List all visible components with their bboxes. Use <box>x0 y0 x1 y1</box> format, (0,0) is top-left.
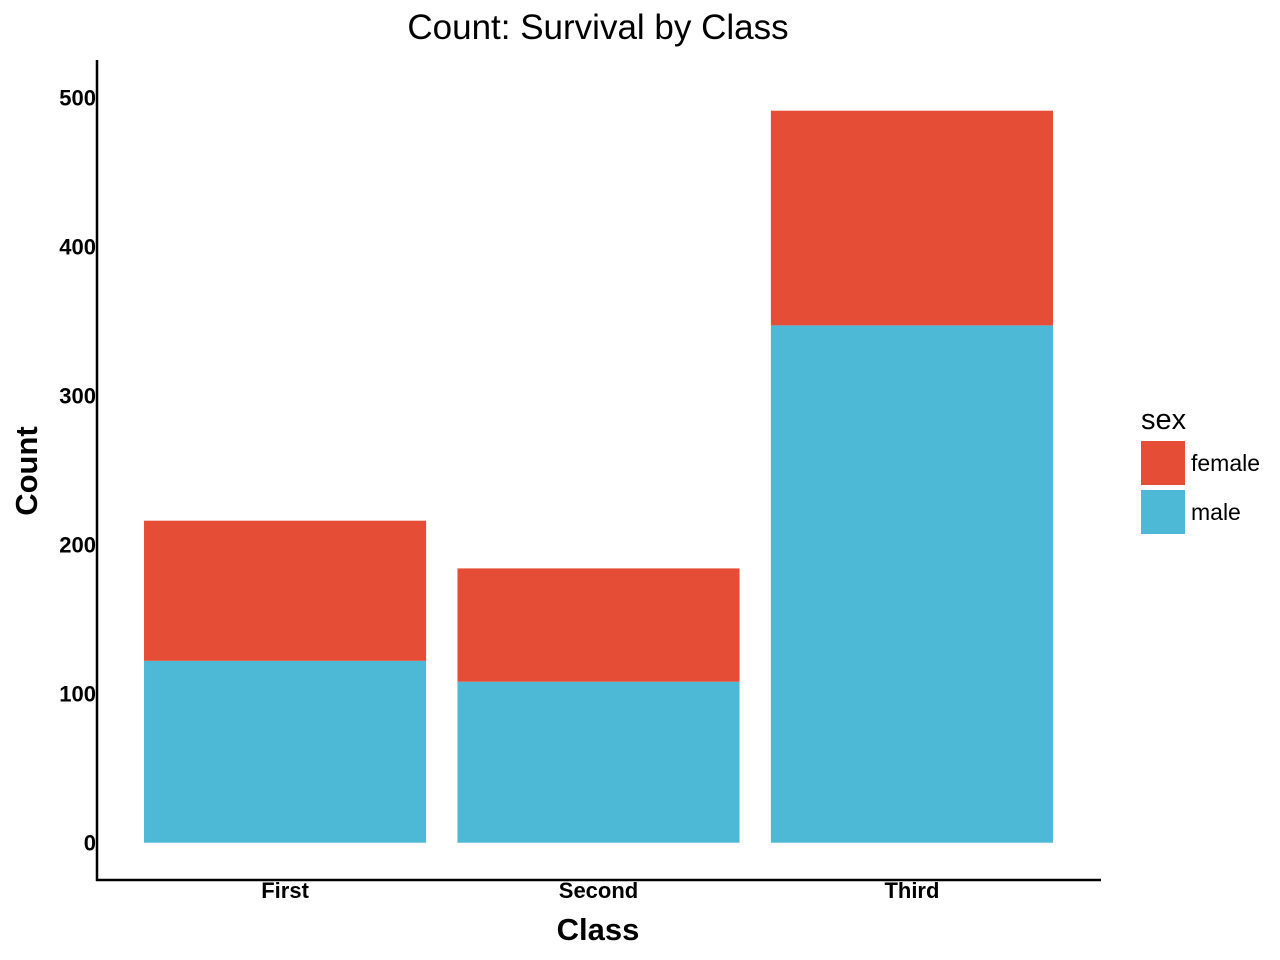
legend-items: female male <box>1141 441 1260 534</box>
y-tick-label-300: 300 <box>59 383 96 408</box>
bar-first-male <box>144 660 427 843</box>
bars <box>144 110 1053 843</box>
x-tick-labels: First Second Third <box>261 878 939 903</box>
legend-key-male <box>1141 490 1185 534</box>
x-tick-label-third: Third <box>884 878 939 903</box>
y-tick-label-500: 500 <box>59 85 96 110</box>
bar-first-female <box>144 520 427 661</box>
y-axis-title: Count <box>9 426 44 516</box>
y-tick-label-100: 100 <box>59 682 96 707</box>
legend-label-male: male <box>1191 499 1241 525</box>
legend-label-female: female <box>1191 450 1260 476</box>
chart-title: Count: Survival by Class <box>407 8 788 47</box>
legend: sex female male <box>1141 404 1260 534</box>
bar-third-female <box>770 110 1053 326</box>
legend-title: sex <box>1141 404 1187 436</box>
bar-third-male <box>770 325 1053 843</box>
y-tick-label-400: 400 <box>59 234 96 259</box>
legend-key-female <box>1141 441 1185 485</box>
bar-second-female <box>457 568 740 682</box>
x-tick-label-second: Second <box>559 878 638 903</box>
bar-second-male <box>457 681 740 843</box>
y-tick-label-0: 0 <box>84 831 96 856</box>
y-tick-label-200: 200 <box>59 533 96 558</box>
y-tick-labels: 0 100 200 300 400 500 <box>59 85 96 855</box>
x-axis-title: Class <box>557 912 640 947</box>
x-tick-label-first: First <box>261 878 309 903</box>
